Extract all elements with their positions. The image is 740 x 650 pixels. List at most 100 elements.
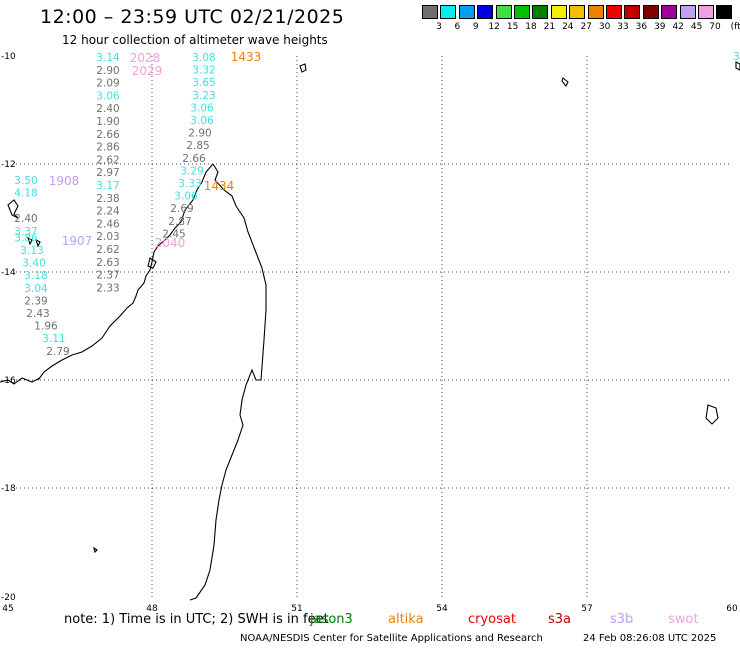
lon-label: 60 — [726, 604, 738, 614]
wave-height-label: 2.62 — [96, 244, 119, 256]
credit-line: NOAA/NESDIS Center for Satellite Applica… — [240, 633, 543, 644]
legend-label: 33 — [617, 22, 629, 32]
legend-swatch — [514, 5, 530, 19]
wave-height-label: 3.11 — [42, 333, 65, 345]
comoros-coast — [7, 199, 19, 219]
wave-height-label: 2.40 — [14, 213, 37, 225]
wave-height-label: 2.63 — [96, 257, 119, 269]
madagascar-coast — [189, 163, 267, 601]
legend-label: 70 — [709, 22, 721, 32]
legend-swatch — [661, 5, 678, 19]
wave-height-labels: 3.142.902.093.062.401.902.662.862.622.97… — [14, 50, 739, 358]
timestamp: 24 Feb 08:26:08 UTC 2025 — [583, 633, 717, 644]
mayotte — [35, 238, 41, 248]
wave-height-label: 2.62 — [96, 154, 119, 166]
wave-height-label: 2.90 — [188, 128, 211, 140]
wave-height-label: 1.96 — [34, 321, 58, 333]
legend-swatch — [477, 5, 494, 19]
satellite-legend-item: s3a — [548, 612, 572, 627]
legend-swatch — [458, 5, 475, 19]
pass-time-label: 2028 — [130, 51, 161, 65]
wave-height-label: 2.66 — [96, 129, 120, 141]
wave-height-label: 3.65 — [192, 77, 215, 89]
wave-height-label: 2.46 — [96, 218, 120, 230]
wave-height-label: 3 — [733, 51, 740, 63]
map-subtitle: 12 hour collection of altimeter wave hei… — [62, 33, 328, 47]
lon-label: 54 — [436, 604, 448, 614]
pass-time-label: 2040 — [155, 236, 186, 250]
wave-height-label: 3.86 — [14, 232, 38, 244]
map-title: 12:00 – 23:59 UTC 02/21/2025 — [40, 6, 345, 28]
wave-height-label: 3.06 — [190, 102, 214, 114]
wave-height-label: 3.40 — [22, 258, 45, 270]
wave-height-label: 3.37 — [14, 226, 37, 238]
wave-height-label: 3.14 — [96, 52, 120, 64]
wave-height-label: 3.06 — [174, 191, 198, 203]
legend-label: 42 — [672, 22, 684, 32]
wave-height-label: 2.03 — [96, 231, 119, 243]
coastline — [0, 61, 740, 601]
legend-label: 27 — [580, 22, 592, 32]
legend-label: 21 — [543, 22, 556, 32]
legend-label: 9 — [472, 22, 479, 32]
lat-label: -14 — [1, 268, 16, 278]
satellite-legend-item: cryosat — [468, 612, 516, 627]
legend-swatch — [624, 5, 641, 19]
pass-time-label: 2029 — [132, 64, 163, 78]
legend-label: 45 — [690, 22, 703, 32]
pass-time-label: 1908 — [49, 174, 80, 188]
wave-height-label: 2.40 — [96, 103, 119, 115]
lon-label: 51 — [291, 604, 302, 614]
legend-swatch — [642, 5, 659, 19]
wave-height-label: 3.18 — [24, 270, 47, 282]
satellite-legend-item: jason3 — [310, 612, 353, 627]
wave-height-label: 3.04 — [24, 283, 48, 295]
legend-unit: (ft) — [730, 22, 740, 32]
wave-height-label: 3.17 — [96, 180, 119, 192]
legend-swatch — [440, 5, 457, 19]
wave-height-label: 2.45 — [162, 228, 185, 240]
lon-label: 45 — [2, 604, 13, 614]
wave-height-label: 4.18 — [14, 188, 37, 200]
wave-height-label: 3.06 — [190, 115, 214, 127]
lat-label-bg — [0, 158, 16, 169]
legend-swatch — [495, 5, 512, 19]
wave-height-label: 3.32 — [192, 65, 215, 77]
wave-height-label: 3.50 — [14, 175, 37, 187]
europa-island — [93, 546, 98, 554]
legend-swatch — [716, 5, 733, 19]
wave-height-label: 2.43 — [26, 308, 49, 320]
legend-label: 18 — [525, 22, 537, 32]
satellite-legend-item: altika — [388, 612, 424, 627]
wave-height-label: 2.79 — [46, 346, 69, 358]
legend-swatch — [698, 5, 714, 19]
pass-time-label: 1433 — [231, 50, 262, 64]
legend-swatch — [422, 5, 438, 19]
wave-height-label: 3.06 — [96, 90, 120, 102]
legend-label: 36 — [635, 22, 648, 32]
pass-time-label: 1434 — [204, 179, 235, 193]
legend-label: 30 — [598, 22, 611, 32]
footnote: note: 1) Time is in UTC; 2) SWH is in fe… — [64, 612, 329, 627]
lat-label-bg — [0, 591, 16, 602]
wave-height-label: 3.08 — [192, 52, 215, 64]
reunion-island — [705, 404, 719, 425]
nosy-be — [147, 257, 157, 269]
tromelin — [735, 61, 740, 71]
wave-height-label: 2.85 — [186, 140, 209, 152]
lat-label-bg — [0, 50, 16, 61]
lon-label: 48 — [146, 604, 158, 614]
madagascar-west-coast — [37, 163, 214, 381]
legend-label: 6 — [454, 22, 461, 32]
legend-label: 24 — [562, 22, 574, 32]
lat-label: -12 — [1, 160, 16, 170]
wave-height-label: 3.29 — [180, 165, 203, 177]
wave-height-label: 2.33 — [96, 282, 119, 294]
lat-label: -18 — [1, 484, 16, 494]
wave-height-label: 2.90 — [96, 65, 119, 77]
lon-label: 57 — [581, 604, 592, 614]
wave-height-label: 3.13 — [20, 245, 43, 257]
comoros-small — [27, 236, 33, 246]
